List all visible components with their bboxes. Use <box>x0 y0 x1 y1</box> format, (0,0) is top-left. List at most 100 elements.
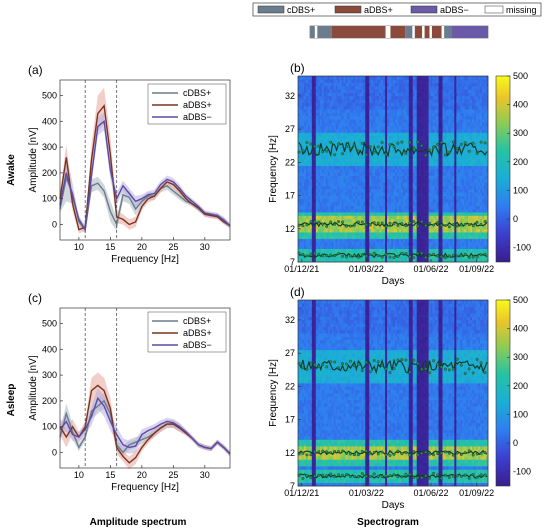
heatmap-cell <box>317 162 321 166</box>
heatmap-cell <box>466 182 469 186</box>
heatmap-cell <box>460 172 463 176</box>
heatmap-cell <box>456 159 459 163</box>
heatmap-cell <box>424 95 427 100</box>
heatmap-cell <box>341 76 344 80</box>
heatmap-cell <box>398 198 402 203</box>
heatmap-cell <box>373 105 376 110</box>
heatmap-cell <box>389 169 392 173</box>
heatmap-cell <box>307 175 311 180</box>
timeline-segment <box>385 26 391 38</box>
heatmap-cell <box>406 112 410 117</box>
heatmap-cell <box>327 79 330 83</box>
heatmap-cell <box>408 242 412 246</box>
heatmap-cell <box>351 235 354 240</box>
heatmap-cell <box>303 162 307 166</box>
heatmap-cell <box>400 145 404 150</box>
heatmap-cell <box>298 172 301 176</box>
heatmap-cell <box>391 162 394 166</box>
heatmap-cell <box>404 225 408 230</box>
heatmap-cell <box>333 169 336 173</box>
heatmap-cell <box>406 155 410 160</box>
heatmap-cell <box>347 109 350 113</box>
heatmap-cell <box>365 202 368 206</box>
heatmap-cell <box>305 258 309 263</box>
heatmap-cell <box>349 235 352 240</box>
heatmap-cell <box>454 159 457 163</box>
heatmap-cell <box>325 95 328 100</box>
heatmap-cell <box>400 82 404 87</box>
heatmap-cell <box>325 125 328 130</box>
heatmap-cell <box>345 82 348 87</box>
heatmap-cell <box>361 248 364 253</box>
heatmap-cell <box>462 205 465 210</box>
heatmap-cell <box>345 125 348 130</box>
heatmap-cell <box>452 112 455 117</box>
heatmap-cell <box>450 215 453 220</box>
heatmap-cell <box>349 122 352 127</box>
heatmap-cell <box>339 125 342 130</box>
heatmap-cell <box>422 159 425 163</box>
heatmap-cell <box>351 85 354 90</box>
heatmap-cell <box>359 89 362 93</box>
heatmap-cell <box>371 232 374 236</box>
heatmap-cell <box>383 258 386 263</box>
heatmap-cell <box>385 115 388 120</box>
heatmap-cell <box>319 122 323 127</box>
heatmap-cell <box>371 162 374 166</box>
heatmap-cell <box>315 119 319 123</box>
heatmap-cell <box>319 232 323 236</box>
heatmap-cell <box>343 99 346 103</box>
heatmap-cell <box>369 172 372 176</box>
heatmap-cell <box>430 235 433 240</box>
x-tick-label: 10 <box>74 470 84 480</box>
heatmap-cell <box>351 109 354 113</box>
heatmap-cell <box>470 255 473 259</box>
heatmap-cell <box>396 208 400 213</box>
heatmap-cell <box>309 122 313 127</box>
heatmap-cell <box>383 218 386 223</box>
heatmap-cell <box>446 159 449 163</box>
heatmap-cell <box>341 228 344 233</box>
heatmap-cell <box>367 238 370 243</box>
heatmap-cell <box>337 242 340 246</box>
heatmap-cell <box>438 132 441 137</box>
heatmap-cell <box>363 202 366 206</box>
heatmap-cell <box>389 135 392 140</box>
heatmap-cell <box>325 109 328 113</box>
heatmap-cell <box>436 129 439 133</box>
heatmap-cell <box>418 95 422 100</box>
heatmap-cell <box>381 125 384 130</box>
heatmap-cell <box>299 89 303 93</box>
heatmap-cell <box>383 232 386 236</box>
heatmap-cell <box>377 132 380 137</box>
heatmap-cell <box>436 252 439 256</box>
heatmap-cell <box>351 225 354 230</box>
heatmap-cell <box>428 218 431 223</box>
heatmap-cell <box>387 129 390 133</box>
heatmap-cell <box>442 119 445 123</box>
heatmap-cell <box>456 238 459 243</box>
heatmap-cell <box>450 109 453 113</box>
legend-swatch-adbs <box>334 5 362 14</box>
heatmap-cell <box>313 232 317 236</box>
heatmap-cell <box>309 152 313 157</box>
heatmap-cell <box>335 228 338 233</box>
heatmap-cell <box>456 76 459 80</box>
heatmap-cell <box>450 82 453 87</box>
heatmap-cell <box>379 85 382 90</box>
heatmap-cell <box>327 238 330 243</box>
heatmap-cell <box>371 125 374 130</box>
heatmap-cell <box>391 92 394 97</box>
heatmap-cell <box>385 228 388 233</box>
heatmap-cell <box>438 228 441 233</box>
heatmap-cell <box>450 125 453 130</box>
heatmap-cell <box>391 79 394 83</box>
heatmap-cell <box>414 205 418 210</box>
heatmap-cell <box>444 102 447 107</box>
heatmap-cell <box>381 115 384 120</box>
heatmap-cell <box>331 242 334 246</box>
heatmap-cell <box>383 235 386 240</box>
heatmap-cell <box>393 102 396 107</box>
heatmap-cell <box>369 258 372 263</box>
heatmap-cell <box>343 142 346 147</box>
